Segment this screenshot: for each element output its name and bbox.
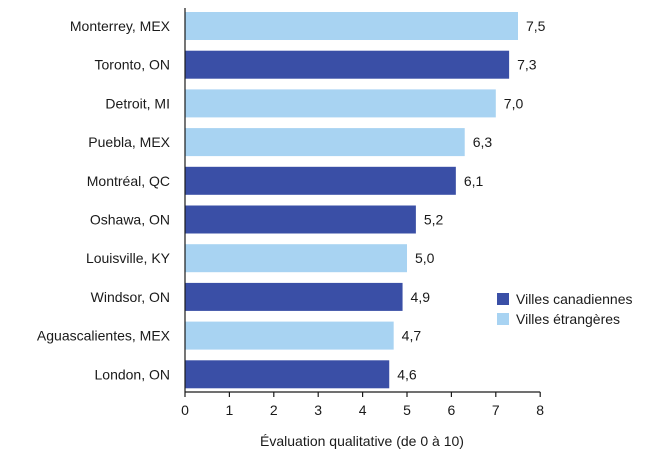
bars-layer: Monterrey, MEX 7,5 Toronto, ON 7,3 Detroit, … [37, 12, 546, 389]
value-label: 6,3 [473, 134, 493, 150]
value-label: 4,7 [402, 328, 422, 344]
value-label: 7,3 [517, 57, 537, 73]
bar-canadian [185, 360, 390, 389]
value-label: 6,1 [464, 173, 484, 189]
bar-canadian [185, 282, 403, 311]
category-label: Toronto, ON [95, 57, 170, 73]
value-label: 7,5 [526, 18, 546, 34]
x-tick-label: 3 [314, 402, 322, 418]
x-tick-label: 8 [536, 402, 544, 418]
x-tick-label: 5 [403, 402, 411, 418]
x-tick-label: 1 [226, 402, 234, 418]
legend-swatch-foreign [497, 313, 509, 325]
bar-canadian [185, 205, 416, 234]
x-axis-title: Évaluation qualitative (de 0 à 10) [260, 433, 464, 449]
legend-label-foreign: Villes étrangères [516, 311, 620, 327]
value-label: 7,0 [504, 95, 524, 111]
bar-canadian [185, 166, 456, 195]
category-label: Monterrey, MEX [70, 18, 171, 34]
category-label: London, ON [95, 366, 171, 382]
value-label: 5,0 [415, 250, 435, 266]
category-label: Detroit, MI [105, 95, 170, 111]
x-tick-label: 2 [270, 402, 278, 418]
category-label: Puebla, MEX [88, 134, 170, 150]
bar-foreign [185, 89, 496, 118]
bar-foreign [185, 244, 407, 273]
bar-foreign [185, 321, 394, 350]
value-label: 4,6 [397, 366, 417, 382]
x-tick-label: 0 [181, 402, 189, 418]
legend: Villes canadiennes Villes étrangères [497, 291, 633, 327]
x-tick-label: 7 [492, 402, 500, 418]
category-label: Oshawa, ON [90, 212, 170, 228]
category-label: Windsor, ON [91, 289, 170, 305]
value-label: 4,9 [411, 289, 431, 305]
x-tick-label: 6 [448, 402, 456, 418]
category-label: Louisville, KY [86, 250, 171, 266]
category-label: Montréal, QC [87, 173, 170, 189]
category-label: Aguascalientes, MEX [37, 328, 171, 344]
bar-foreign [185, 128, 465, 157]
legend-label-canadian: Villes canadiennes [516, 291, 633, 307]
x-tick-label: 4 [359, 402, 367, 418]
value-label: 5,2 [424, 212, 444, 228]
bar-canadian [185, 50, 510, 79]
legend-swatch-canadian [497, 293, 509, 305]
x-axis: 0 1 2 3 4 5 6 7 8 [181, 8, 544, 418]
bar-foreign [185, 12, 518, 40]
